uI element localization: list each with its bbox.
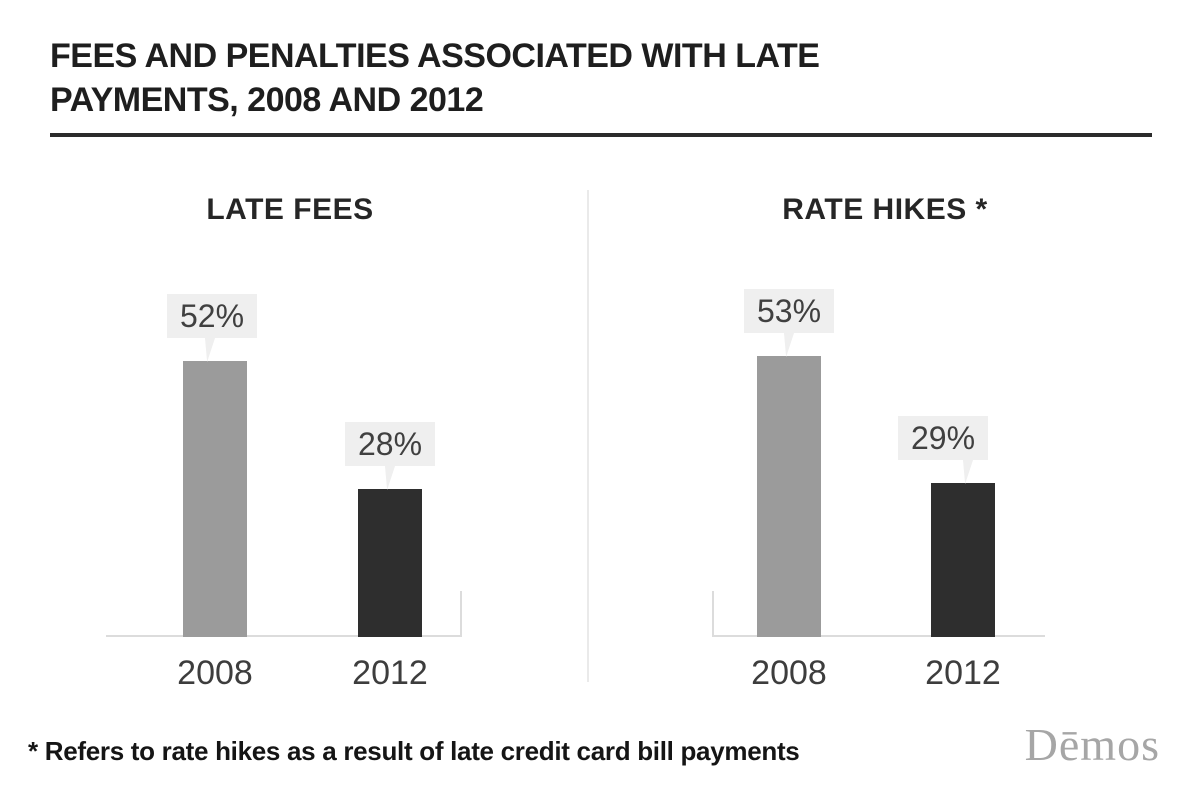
chart-rate-hikes: RATE HIKES * 53% 2008 29% 2012 — [712, 193, 1055, 690]
chart-title-late-fees: LATE FEES — [206, 193, 374, 226]
bar-2008 — [757, 356, 821, 637]
bubble-tail — [783, 333, 795, 357]
bar-2012 — [358, 489, 422, 637]
chart-title-rate-hikes: RATE HIKES * — [782, 193, 988, 226]
figure-title-line-1: FEES AND PENALTIES ASSOCIATED WITH LATE — [50, 37, 820, 75]
figure-title-line-2: PAYMENTS, 2008 AND 2012 — [50, 81, 484, 119]
bar-group-2008: 53% 2008 — [743, 289, 835, 690]
x-tick-label-2012: 2012 — [352, 654, 428, 692]
bar-2012 — [931, 483, 995, 637]
x-tick-label-2008: 2008 — [751, 654, 827, 692]
value-bubble-2012: 29% — [897, 416, 989, 460]
axis-corner-tick — [460, 591, 462, 637]
bubble-tail — [384, 466, 396, 490]
x-tick-label-2008: 2008 — [177, 654, 253, 692]
x-axis-baseline — [712, 635, 1045, 637]
plot-area-late-fees: 52% 2008 28% 2012 — [106, 237, 470, 690]
x-axis-baseline — [106, 635, 462, 637]
bubble-tail — [962, 460, 974, 484]
title-divider-rule — [50, 133, 1152, 137]
value-bubble-2012: 28% — [344, 422, 436, 466]
figure-footer: * Refers to rate hikes as a result of la… — [0, 722, 1200, 768]
bar-group-2012: 29% 2012 — [897, 416, 1001, 690]
bar-2008 — [183, 361, 247, 637]
bubble-tail — [204, 338, 216, 362]
charts-region: LATE FEES 52% 2008 28% 2012 — [0, 185, 1200, 730]
chart-late-fees: LATE FEES 52% 2008 28% 2012 — [106, 193, 470, 690]
panel-divider-line — [587, 190, 589, 682]
x-tick-label-2012: 2012 — [925, 654, 1001, 692]
axis-corner-tick — [712, 591, 714, 637]
demos-logo: Dēmos — [1024, 719, 1160, 770]
bar-group-2008: 52% 2008 — [166, 294, 258, 690]
plot-area-rate-hikes: 53% 2008 29% 2012 — [712, 237, 1055, 690]
bar-group-2012: 28% 2012 — [344, 422, 436, 690]
value-bubble-2008: 53% — [743, 289, 835, 333]
footnote-text: * Refers to rate hikes as a result of la… — [28, 736, 800, 766]
value-bubble-2008: 52% — [166, 294, 258, 338]
figure-title: FEES AND PENALTIES ASSOCIATED WITH LATE … — [50, 34, 950, 122]
